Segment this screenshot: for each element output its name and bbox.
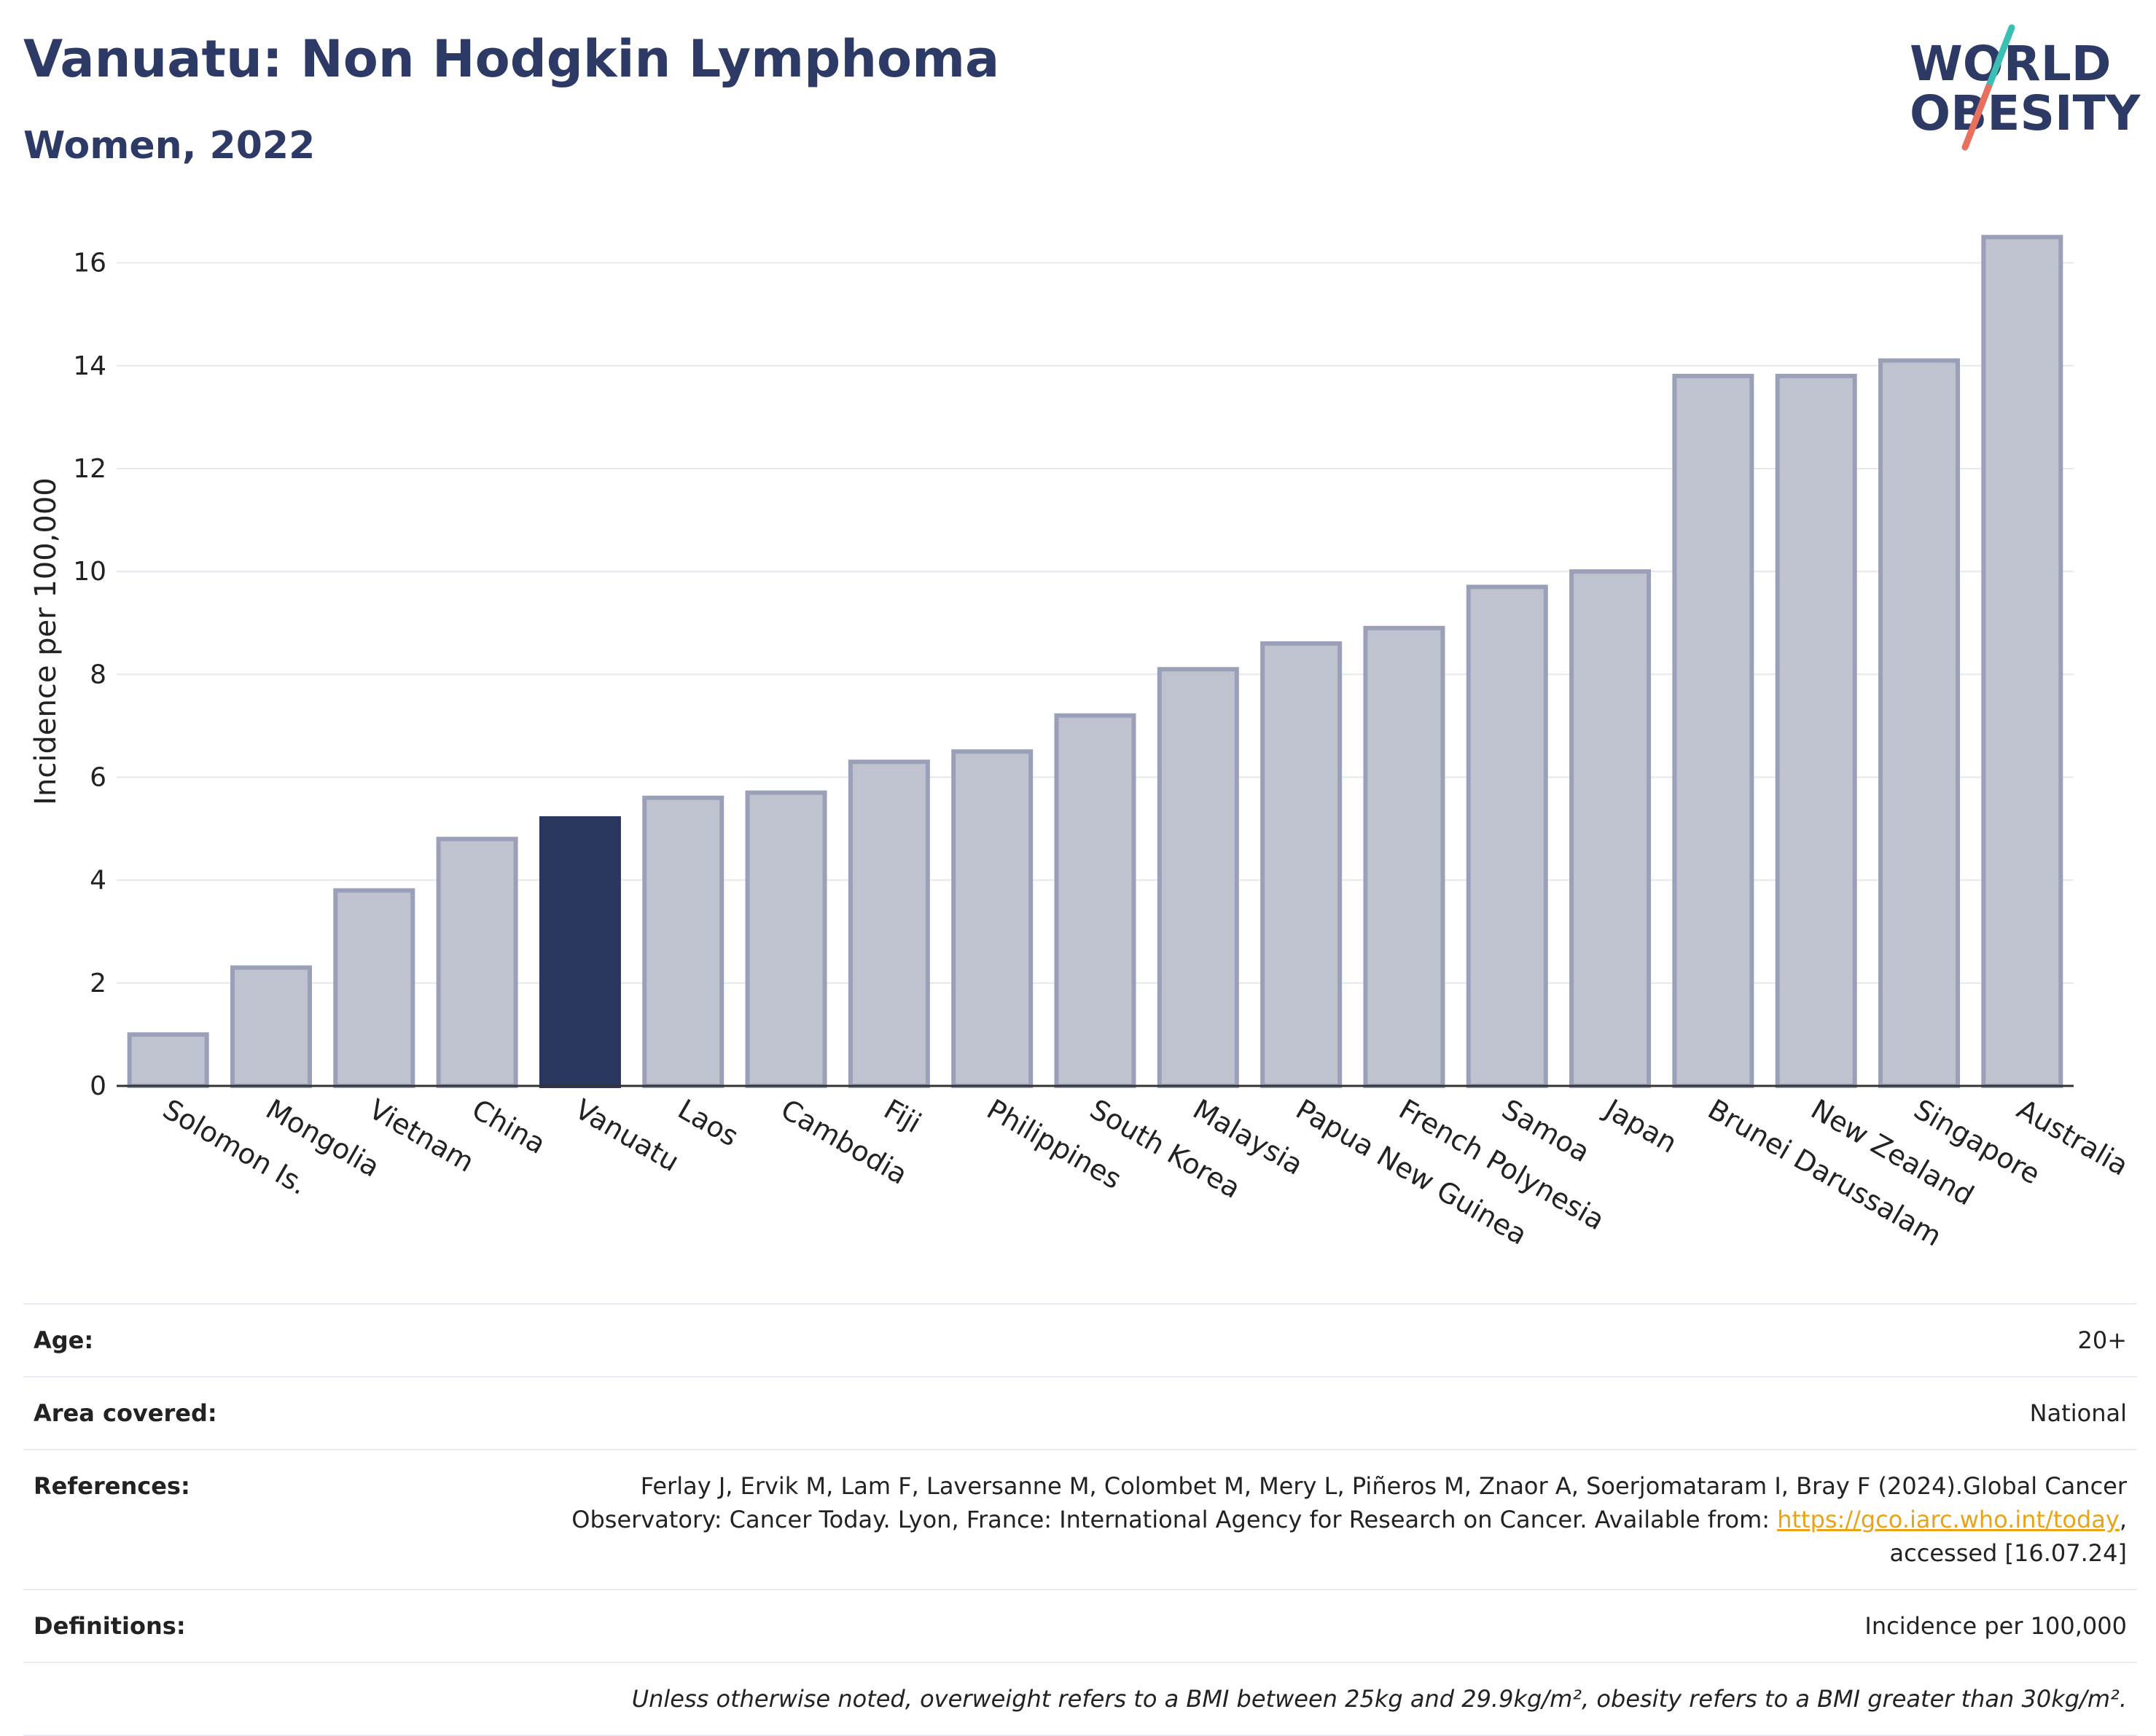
logo-text-world: WORLD xyxy=(1910,36,2112,92)
y-tick-label: 14 xyxy=(73,351,106,381)
bar-french-polynesia[interactable] xyxy=(1363,625,1445,1088)
info-row-note: Unless otherwise noted, overweight refer… xyxy=(23,1662,2137,1736)
y-tick-label: 8 xyxy=(90,660,106,689)
logo-slash-teal xyxy=(1985,24,2015,91)
references-line2-end: , xyxy=(2119,1506,2127,1533)
bar-papua-new-guinea[interactable] xyxy=(1260,641,1343,1088)
y-tick-label: 12 xyxy=(73,454,106,484)
info-row-age: Age: 20+ xyxy=(23,1303,2137,1376)
bar-solomon-is[interactable] xyxy=(127,1032,209,1088)
x-tick-label: Fiji xyxy=(878,1093,926,1139)
bar-fiji[interactable] xyxy=(848,759,930,1088)
bar-samoa[interactable] xyxy=(1466,584,1548,1088)
world-obesity-logo: WORLD OBESITY xyxy=(1910,24,2141,151)
x-tick-label: Vietnam xyxy=(364,1093,480,1178)
bar-australia[interactable] xyxy=(1981,235,2063,1089)
age-value: 20+ xyxy=(2077,1326,2127,1354)
axes: 0 2 4 6 8 10 12 14 16 xyxy=(73,249,2074,1101)
bmi-note: Unless otherwise noted, overweight refer… xyxy=(631,1685,2127,1713)
logo-slash-coral xyxy=(1961,84,1992,151)
references-line2: Observatory: Cancer Today. Lyon, France:… xyxy=(571,1506,1778,1533)
y-tick-label: 10 xyxy=(73,557,106,587)
area-label: Area covered: xyxy=(34,1399,217,1427)
bar-new-zealand[interactable] xyxy=(1775,373,1857,1089)
age-label: Age: xyxy=(34,1326,94,1354)
info-row-area: Area covered: National xyxy=(23,1376,2137,1449)
definitions-label: Definitions: xyxy=(34,1612,186,1640)
bar-philippines[interactable] xyxy=(951,749,1034,1088)
bar-china[interactable] xyxy=(436,837,518,1088)
area-value: National xyxy=(2029,1399,2127,1427)
bar-singapore[interactable] xyxy=(1878,358,1961,1089)
references-line1: Ferlay J, Ervik M, Lam F, Laversanne M, … xyxy=(640,1472,2127,1500)
info-table: Age: 20+ Area covered: National Referenc… xyxy=(23,1303,2137,1736)
logo-text-obesity: OBESITY xyxy=(1910,85,2141,141)
chart-title: Vanuatu: Non Hodgkin Lymphoma xyxy=(23,29,1000,89)
bar-cambodia[interactable] xyxy=(745,790,827,1088)
bar-malaysia[interactable] xyxy=(1157,667,1239,1088)
y-tick-label: 16 xyxy=(73,249,106,278)
definitions-value: Incidence per 100,000 xyxy=(1864,1612,2127,1640)
x-tick-label: Laos xyxy=(673,1093,744,1153)
references-value: Ferlay J, Ervik M, Lam F, Laversanne M, … xyxy=(413,1469,2127,1570)
x-tick-label: Japan xyxy=(1598,1092,1683,1160)
references-link[interactable]: https://gco.iarc.who.int/today xyxy=(1777,1506,2120,1533)
y-axis-label: Incidence per 100,000 xyxy=(29,477,63,805)
bar-chart: 0 2 4 6 8 10 12 14 16 Solomon Is.MongoliaVietnam… xyxy=(29,235,2133,1253)
bar-laos[interactable] xyxy=(642,795,724,1088)
y-tick-label: 2 xyxy=(90,969,106,998)
bar-mongolia[interactable] xyxy=(230,965,312,1089)
bar-vanuatu[interactable] xyxy=(539,816,621,1088)
y-tick-label: 4 xyxy=(90,866,106,896)
info-row-definitions: Definitions: Incidence per 100,000 xyxy=(23,1589,2137,1662)
y-tick-label: 6 xyxy=(90,762,106,792)
bars xyxy=(127,235,2063,1089)
bar-japan[interactable] xyxy=(1569,569,1652,1088)
chart-subtitle: Women, 2022 xyxy=(23,124,316,168)
bar-brunei-darussalam[interactable] xyxy=(1672,373,1754,1089)
x-tick-label: Vanuatu xyxy=(569,1093,684,1178)
bar-vietnam[interactable] xyxy=(333,888,415,1088)
references-label: References: xyxy=(34,1472,190,1500)
info-row-references: References: Ferlay J, Ervik M, Lam F, La… xyxy=(23,1449,2137,1589)
y-tick-label: 0 xyxy=(90,1071,106,1101)
references-line3: accessed [16.07.24] xyxy=(1889,1539,2127,1567)
bar-south-korea[interactable] xyxy=(1054,713,1136,1088)
